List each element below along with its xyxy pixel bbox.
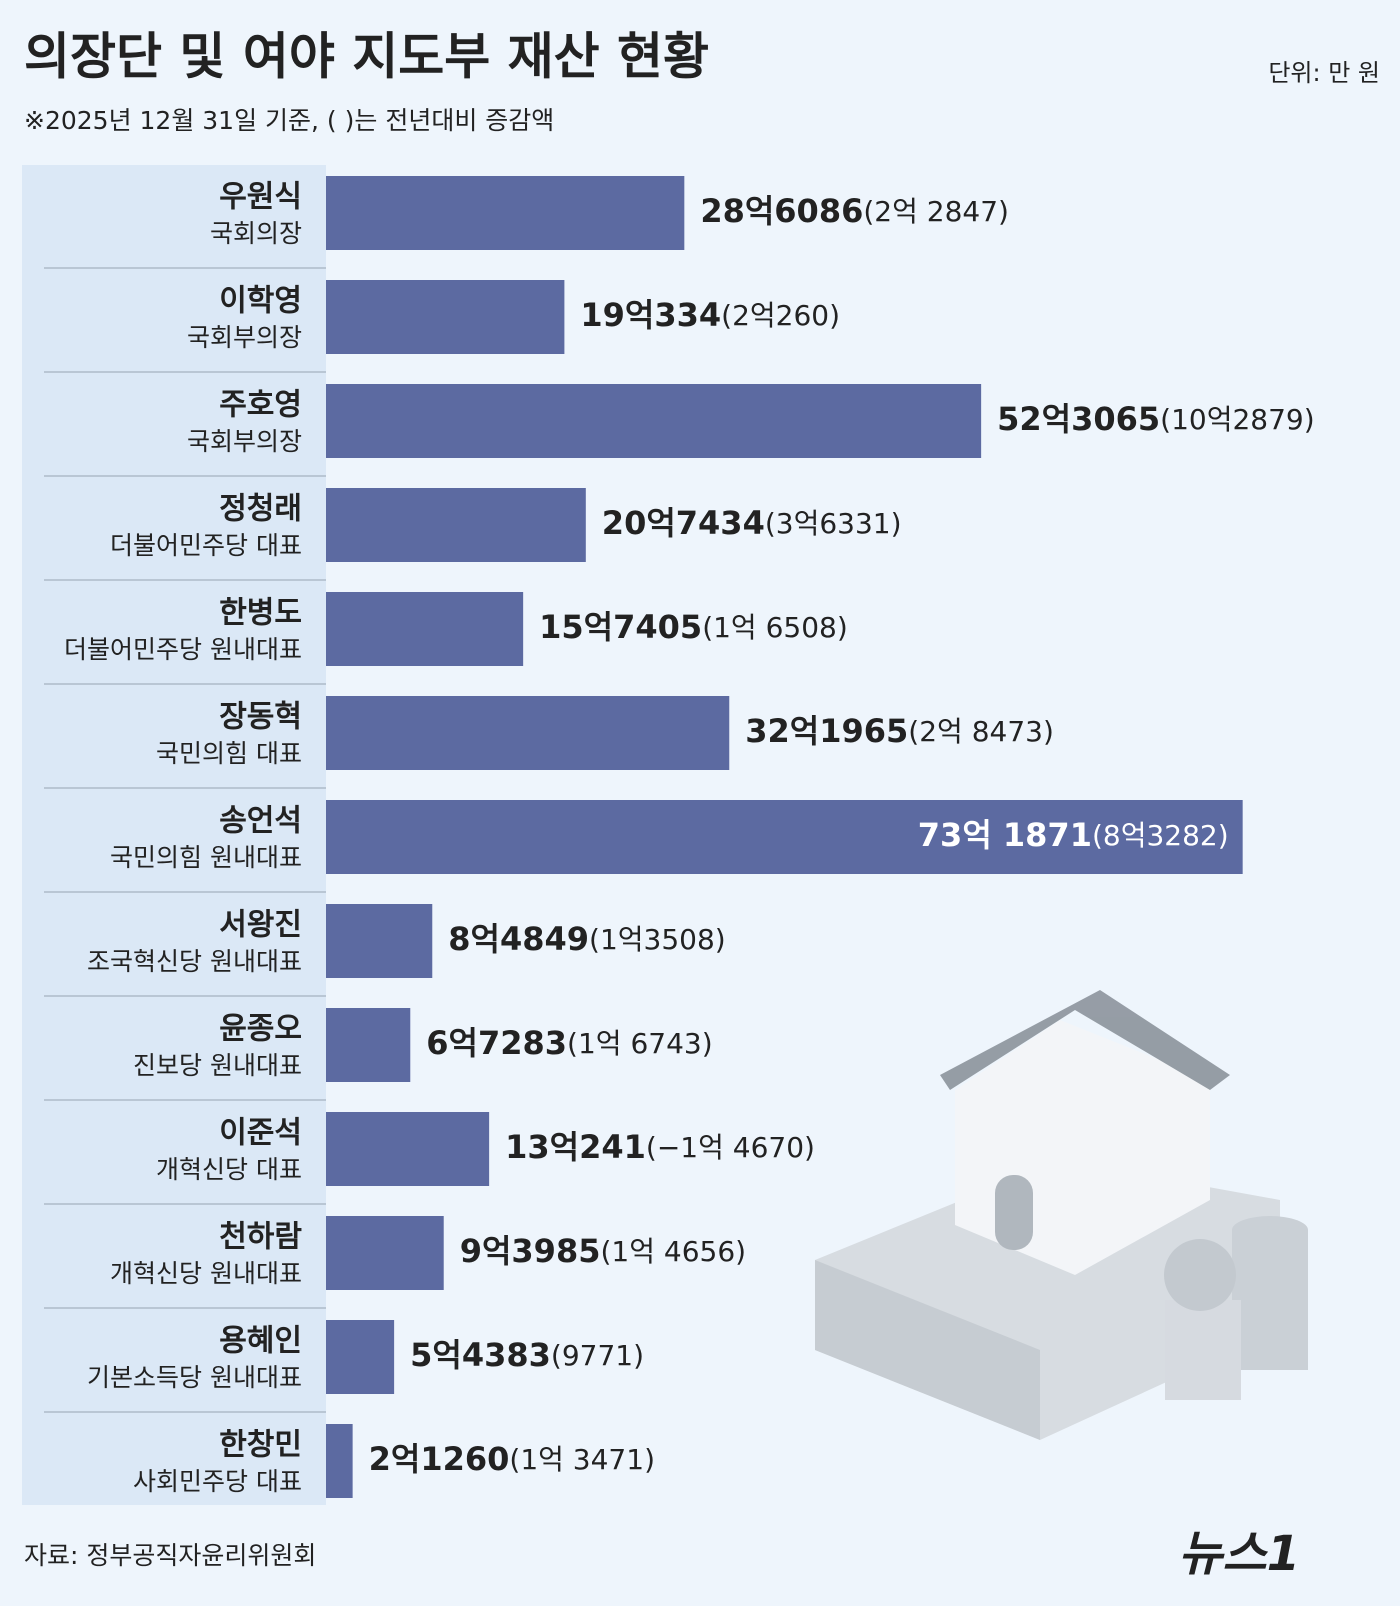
bar (326, 1112, 490, 1186)
unit: 단위: 만 원 (1268, 59, 1380, 87)
name-label: 송언석 (219, 804, 302, 839)
bar (326, 1424, 353, 1498)
role-label: 국회의장 (210, 219, 302, 248)
value-label: 13억241(−1억 4670) (505, 1128, 815, 1166)
value-amount: 20억7434 (602, 504, 765, 542)
bar (326, 1216, 444, 1290)
name-label: 한병도 (219, 596, 302, 631)
value-amount: 28억6086 (700, 192, 863, 230)
subtitle: ※2025년 12월 31일 기준, ( )는 전년대비 증감액 (24, 106, 554, 135)
value-amount: 52억3065 (997, 400, 1160, 438)
value-amount: 6억7283 (426, 1024, 567, 1062)
value-amount: 13억241 (505, 1128, 646, 1166)
value-change: (−1억 4670) (646, 1131, 815, 1164)
name-label: 한창민 (219, 1428, 302, 1463)
value-change: (1억 3471) (509, 1443, 655, 1476)
coin (1164, 1239, 1236, 1311)
house-door (995, 1175, 1033, 1250)
role-label: 사회민주당 대표 (133, 1467, 302, 1496)
bar (326, 1008, 411, 1082)
value-amount: 19억334 (580, 296, 721, 334)
role-label: 국민의힘 원내대표 (110, 843, 302, 872)
role-label: 국회부의장 (187, 323, 302, 352)
value-amount: 8억4849 (448, 920, 589, 958)
bar (326, 176, 685, 250)
value-amount: 9억3985 (460, 1232, 601, 1270)
value-change: (9771) (551, 1339, 644, 1372)
value-label: 6억7283(1억 6743) (426, 1024, 712, 1062)
role-label: 국민의힘 대표 (156, 739, 302, 768)
role-label: 기본소득당 원내대표 (87, 1363, 302, 1392)
role-label: 국회부의장 (187, 427, 302, 456)
bar (326, 696, 730, 770)
value-change: (3억6331) (765, 507, 902, 540)
value-change: (2억 8473) (908, 715, 1054, 748)
house-roof (940, 990, 1230, 1090)
role-label: 개혁신당 대표 (156, 1155, 302, 1184)
bar (326, 1320, 395, 1394)
illustration (815, 990, 1308, 1440)
bar (326, 488, 586, 562)
value-change: (2억260) (721, 299, 840, 332)
role-label: 진보당 원내대표 (133, 1051, 302, 1080)
value-label: 20억7434(3억6331) (602, 504, 902, 542)
name-label: 장동혁 (219, 700, 302, 735)
value-label: 9억3985(1억 4656) (460, 1232, 746, 1270)
value-change: (1억 6508) (702, 611, 848, 644)
value-amount: 32억1965 (745, 712, 908, 750)
name-label: 이준석 (219, 1116, 302, 1151)
value-amount: 5억4383 (410, 1336, 551, 1374)
title: 의장단 및 여야 지도부 재산 현황 (24, 28, 709, 86)
value-label: 2억1260(1억 3471) (369, 1440, 655, 1478)
coin-stack (1165, 1300, 1241, 1400)
role-label: 더불어민주당 원내대표 (64, 635, 302, 664)
value-amount: 73억 1871 (918, 816, 1092, 854)
bar (326, 384, 982, 458)
value-change: (2억 2847) (863, 195, 1009, 228)
source: 자료: 정부공직자윤리위원회 (24, 1541, 316, 1570)
name-label: 주호영 (219, 388, 302, 423)
value-label: 19억334(2억260) (580, 296, 840, 334)
value-label: 8억4849(1억3508) (448, 920, 725, 958)
value-label: 15억7405(1억 6508) (539, 608, 848, 646)
role-label: 조국혁신당 원내대표 (87, 947, 302, 976)
bar (326, 800, 1243, 874)
value-label: 28억6086(2억 2847) (700, 192, 1009, 230)
name-label: 윤종오 (219, 1012, 302, 1047)
name-label: 이학영 (219, 284, 302, 319)
value-amount: 15억7405 (539, 608, 702, 646)
logo: 뉴스1 (1178, 1526, 1300, 1582)
role-label: 개혁신당 원내대표 (110, 1259, 302, 1288)
value-change: (8억3282) (1092, 819, 1229, 852)
name-panel (22, 165, 326, 1505)
bar (326, 280, 565, 354)
role-label: 더불어민주당 대표 (110, 531, 302, 560)
name-label: 천하람 (219, 1220, 302, 1255)
value-label: 52억3065(10억2879) (997, 400, 1315, 438)
name-label: 정청래 (219, 492, 302, 527)
bar (326, 904, 433, 978)
value-change: (1억 6743) (567, 1027, 713, 1060)
bar (326, 592, 524, 666)
value-change: (1억 4656) (600, 1235, 746, 1268)
value-label: 73억 1871(8억3282) (918, 816, 1229, 854)
name-label: 용혜인 (219, 1324, 302, 1359)
value-amount: 2억1260 (369, 1440, 510, 1478)
name-label: 우원식 (219, 180, 302, 215)
value-change: (1억3508) (589, 923, 726, 956)
value-label: 32억1965(2억 8473) (745, 712, 1054, 750)
coin-stack (1232, 1230, 1308, 1370)
value-change: (10억2879) (1160, 403, 1315, 436)
money-side (815, 1260, 1040, 1440)
name-label: 서왕진 (219, 908, 302, 943)
value-label: 5억4383(9771) (410, 1336, 644, 1374)
